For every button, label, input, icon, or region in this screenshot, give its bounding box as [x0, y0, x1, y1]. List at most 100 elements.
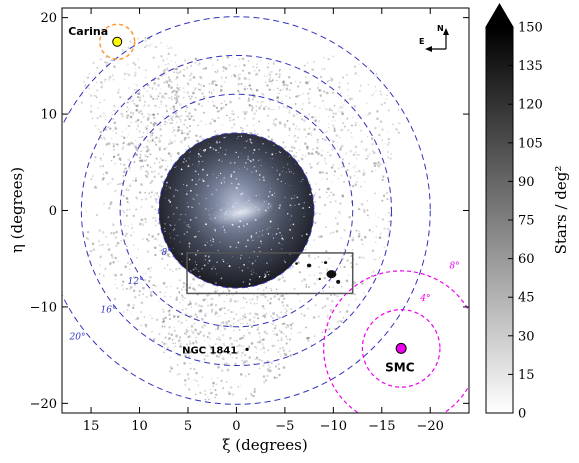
density-point	[206, 294, 209, 297]
density-point	[154, 253, 157, 257]
lmc-star	[223, 181, 226, 183]
density-point	[197, 88, 200, 91]
lmc-star	[302, 178, 304, 180]
lmc-star	[261, 234, 263, 236]
density-point	[138, 130, 142, 133]
density-point	[137, 123, 139, 125]
lmc-star	[301, 234, 303, 237]
density-point	[310, 134, 312, 137]
density-point	[374, 192, 376, 195]
density-point	[347, 274, 350, 276]
density-point	[363, 235, 367, 239]
density-point	[183, 285, 186, 288]
density-point	[128, 73, 131, 77]
lmc-star	[273, 192, 275, 194]
lmc-star	[193, 199, 195, 200]
density-point	[252, 65, 255, 69]
density-point	[284, 307, 287, 310]
density-point	[215, 393, 218, 396]
density-point	[229, 337, 232, 340]
density-point	[173, 97, 176, 99]
density-point	[129, 111, 133, 114]
lmc-star	[235, 186, 238, 189]
density-point	[184, 136, 187, 140]
density-point	[303, 314, 306, 317]
density-point	[168, 326, 171, 329]
density-point	[183, 332, 187, 335]
lmc-star	[197, 166, 199, 168]
density-point	[326, 316, 329, 319]
density-point	[345, 152, 348, 155]
density-point	[253, 388, 256, 391]
density-point	[220, 76, 223, 79]
lmc-star	[219, 172, 222, 175]
density-point	[170, 141, 174, 145]
density-point	[131, 42, 133, 44]
density-point	[147, 116, 150, 120]
density-point	[355, 151, 357, 153]
density-point	[343, 125, 346, 128]
density-point	[363, 208, 365, 211]
density-point	[185, 328, 188, 331]
lmc-star	[243, 223, 244, 225]
density-point	[308, 127, 311, 130]
density-point	[323, 67, 326, 70]
density-point	[99, 244, 101, 247]
density-point	[129, 169, 131, 172]
density-point	[106, 172, 109, 175]
density-point	[110, 261, 113, 264]
density-point	[349, 149, 352, 152]
lmc-star	[228, 210, 230, 212]
density-point	[256, 297, 259, 299]
y-tick-label: 10	[40, 108, 57, 123]
density-point	[363, 209, 366, 212]
density-point	[351, 238, 355, 242]
density-point	[276, 87, 279, 90]
density-point	[157, 77, 160, 80]
lmc-star	[290, 197, 293, 200]
lmc-star	[197, 156, 199, 158]
density-point	[105, 267, 107, 269]
density-point	[270, 108, 272, 111]
density-point	[237, 300, 239, 303]
lmc-star	[289, 185, 291, 186]
density-point	[127, 189, 130, 191]
lmc-star	[265, 151, 267, 154]
density-point	[279, 122, 282, 125]
density-point	[341, 194, 344, 197]
density-point	[146, 250, 150, 253]
density-point	[154, 219, 157, 223]
density-point	[314, 221, 317, 225]
density-point	[278, 107, 281, 111]
density-point	[174, 113, 176, 115]
density-point	[141, 112, 144, 116]
density-point	[137, 96, 140, 99]
density-point	[176, 101, 180, 104]
density-point	[397, 121, 401, 125]
density-point	[345, 279, 349, 282]
density-point	[121, 285, 123, 287]
density-point	[233, 339, 236, 341]
density-point	[241, 336, 244, 340]
density-point	[318, 188, 321, 191]
density-point	[138, 191, 142, 194]
density-point	[144, 197, 148, 201]
lmc-star	[193, 236, 196, 238]
density-point	[245, 322, 248, 325]
lmc-star	[220, 208, 222, 211]
density-point	[142, 286, 145, 290]
density-point	[285, 310, 288, 312]
density-point	[228, 392, 231, 395]
density-point	[187, 145, 190, 147]
lmc-star	[194, 267, 196, 269]
density-point	[169, 46, 173, 50]
density-point	[174, 345, 177, 348]
density-point	[193, 76, 196, 79]
density-point	[397, 131, 400, 134]
density-point	[174, 61, 177, 64]
density-point	[135, 153, 138, 157]
density-point	[247, 345, 251, 349]
density-point	[289, 323, 293, 327]
lmc-star	[253, 271, 255, 273]
